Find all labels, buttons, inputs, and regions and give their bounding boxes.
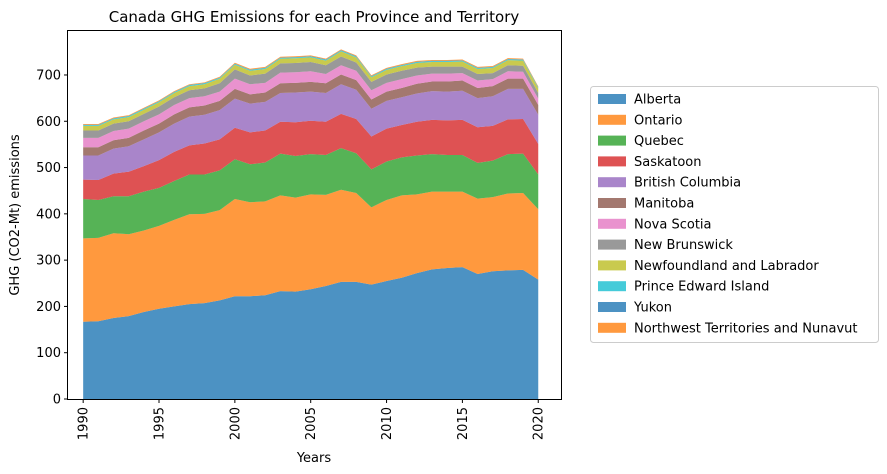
area-saskatoon (83, 113, 539, 200)
legend-label: Yukon (633, 301, 672, 316)
legend-label: Ontario (634, 113, 682, 128)
chart-title: Canada GHG Emissions for each Province a… (109, 8, 520, 26)
x-tick-label: 2020 (532, 407, 547, 440)
legend-label: Alberta (634, 93, 681, 108)
y-axis: 0 100 200 300 400 500 600 700 (36, 68, 68, 408)
legend: Alberta Ontario Quebec Saskatoon British Col… (590, 86, 879, 343)
legend-swatch (598, 114, 626, 125)
y-tick-label: 500 (36, 161, 61, 176)
stacked-areas (83, 49, 539, 399)
legend-label: New Brunswick (634, 238, 733, 253)
legend-label: Nova Scotia (634, 217, 712, 232)
x-tick-label: 1995 (153, 407, 168, 440)
legend-swatch (598, 135, 626, 146)
y-tick-label: 700 (36, 68, 61, 83)
x-tick-label: 2005 (304, 407, 319, 440)
y-tick-label: 200 (36, 300, 61, 315)
area-quebec (83, 148, 539, 239)
area-alberta (83, 267, 539, 399)
legend-swatch (598, 322, 626, 333)
legend-label: Saskatoon (634, 155, 702, 170)
plot-frame (67, 30, 562, 400)
legend-swatch (598, 302, 626, 312)
x-tick-label: 1990 (77, 407, 92, 440)
legend-label: Prince Edward Island (634, 280, 769, 295)
legend-label: British Columbia (634, 176, 741, 191)
legend-swatch (598, 260, 626, 271)
y-tick-label: 300 (36, 254, 61, 269)
legend-swatch (598, 156, 626, 167)
x-axis: 1990 1995 2000 2005 2010 2015 2020 (77, 399, 547, 440)
y-tick-label: 400 (36, 207, 61, 222)
legend-label: Manitoba (634, 197, 694, 212)
area-ontario (83, 189, 539, 322)
legend-swatch (598, 281, 626, 292)
area-british-columbia (83, 84, 539, 181)
legend-label: Northwest Territories and Nunavut (634, 321, 858, 336)
legend-swatch (598, 239, 626, 250)
legend-swatch (598, 177, 626, 188)
x-tick-label: 2010 (380, 407, 395, 440)
legend-swatch (598, 198, 626, 208)
area-new-brunswick (83, 56, 539, 138)
area-nova-scotia (83, 65, 539, 148)
legend-label: Newfoundland and Labrador (634, 259, 819, 274)
y-tick-label: 100 (36, 346, 61, 361)
area-manitoba (83, 74, 539, 156)
x-axis-title: Years (296, 451, 332, 466)
y-tick-label: 0 (53, 393, 61, 408)
x-tick-label: 2015 (456, 407, 471, 440)
x-tick-label: 2000 (228, 407, 243, 440)
legend-swatch (598, 218, 626, 229)
y-axis-title: GHG (CO2-Mt) emissions (8, 134, 23, 296)
y-tick-label: 600 (36, 115, 61, 130)
legend-swatch (598, 94, 626, 104)
legend-frame (590, 86, 879, 343)
legend-label: Quebec (634, 134, 684, 149)
